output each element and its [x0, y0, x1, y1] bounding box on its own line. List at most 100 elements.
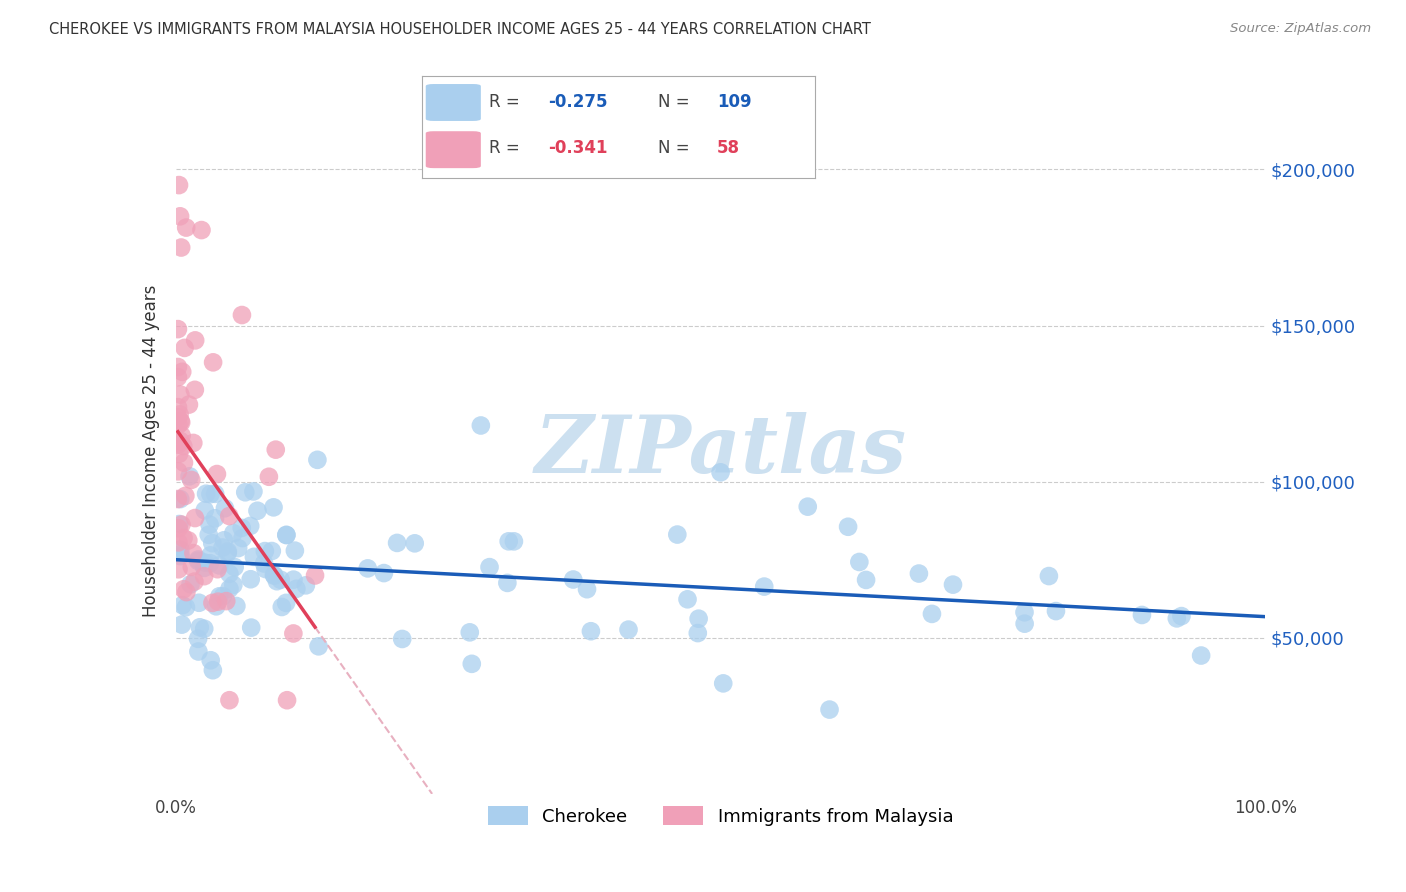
Point [184, 511, 207, 525]
Point [307, 452, 329, 467]
Point [218, 508, 240, 523]
Point [179, 469, 201, 483]
Point [1170, 609, 1192, 624]
Point [190, 223, 212, 237]
Point [215, 594, 238, 608]
Point [187, 554, 209, 568]
Point [198, 556, 221, 570]
Point [270, 599, 292, 614]
Point [177, 398, 200, 412]
Point [205, 467, 228, 481]
Point [676, 592, 699, 607]
Point [208, 589, 231, 603]
Point [848, 555, 870, 569]
Point [579, 624, 602, 639]
Point [193, 569, 215, 583]
Point [1014, 605, 1036, 619]
Point [167, 359, 190, 374]
Text: -0.341: -0.341 [548, 139, 607, 157]
Point [169, 549, 191, 563]
Point [496, 575, 519, 590]
Point [461, 657, 484, 671]
Text: N =: N = [658, 93, 689, 111]
Point [208, 558, 231, 573]
Point [1045, 604, 1067, 618]
Point [212, 533, 235, 548]
Point [283, 573, 305, 587]
Point [187, 644, 209, 658]
Point [243, 549, 266, 564]
Point [217, 544, 239, 558]
Point [204, 511, 226, 525]
Point [276, 528, 298, 542]
Point [200, 549, 222, 563]
Point [304, 568, 326, 582]
Point [187, 632, 209, 646]
Point [167, 464, 190, 478]
Point [242, 484, 264, 499]
Point [688, 612, 710, 626]
Point [170, 428, 193, 442]
Point [173, 456, 195, 470]
Point [263, 568, 285, 582]
Point [180, 577, 202, 591]
Point [1038, 569, 1060, 583]
Point [201, 536, 224, 550]
Point [198, 517, 221, 532]
Point [240, 621, 263, 635]
Point [169, 209, 191, 223]
Point [167, 370, 190, 384]
Point [217, 546, 239, 560]
Point [231, 521, 253, 535]
FancyBboxPatch shape [426, 84, 481, 121]
Point [172, 439, 194, 453]
Text: N =: N = [658, 139, 689, 157]
Point [404, 536, 426, 550]
Point [193, 561, 215, 575]
Point [174, 600, 197, 615]
Point [1189, 648, 1212, 663]
Point [174, 489, 197, 503]
Point [194, 503, 217, 517]
Point [224, 560, 246, 574]
Text: CHEROKEE VS IMMIGRANTS FROM MALAYSIA HOUSEHOLDER INCOME AGES 25 - 44 YEARS CORRE: CHEROKEE VS IMMIGRANTS FROM MALAYSIA HOU… [49, 22, 872, 37]
Point [167, 521, 190, 535]
Point [167, 400, 190, 414]
Point [308, 640, 330, 654]
Point [167, 322, 190, 336]
Point [373, 566, 395, 580]
Point [187, 552, 209, 566]
Point [183, 574, 205, 589]
Point [169, 492, 191, 507]
Point [167, 491, 190, 506]
Point [276, 528, 298, 542]
Point [710, 466, 733, 480]
Point [284, 543, 307, 558]
Point [686, 626, 709, 640]
Point [470, 418, 492, 433]
Point [167, 417, 190, 432]
Point [391, 632, 413, 646]
Point [357, 561, 380, 575]
Text: 58: 58 [717, 139, 740, 157]
Point [170, 240, 193, 255]
Point [211, 541, 233, 555]
Point [266, 574, 288, 589]
Point [837, 520, 859, 534]
Point [942, 577, 965, 591]
Point [167, 437, 190, 451]
Point [188, 620, 211, 634]
Point [260, 544, 283, 558]
Point [253, 557, 276, 571]
Legend: Cherokee, Immigrants from Malaysia: Cherokee, Immigrants from Malaysia [481, 799, 960, 833]
Point [796, 500, 818, 514]
Point [167, 178, 190, 192]
Text: R =: R = [489, 139, 519, 157]
Point [478, 560, 501, 574]
Point [263, 500, 285, 515]
Point [1014, 616, 1036, 631]
Text: 109: 109 [717, 93, 752, 111]
Point [385, 536, 408, 550]
Point [285, 582, 308, 596]
Point [246, 504, 269, 518]
